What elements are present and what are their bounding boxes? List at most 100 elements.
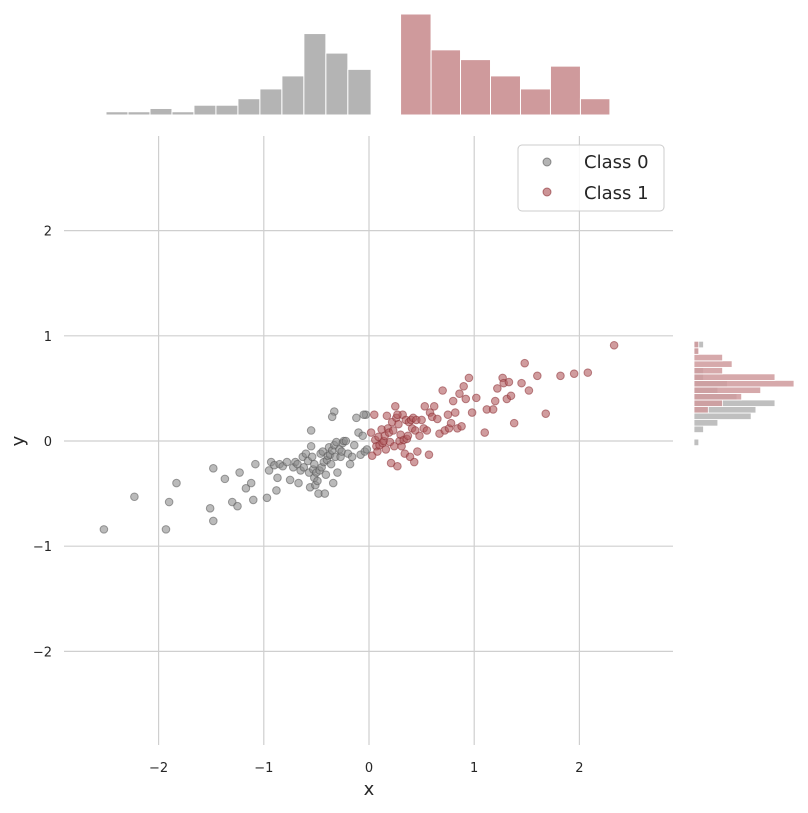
- scatter-point-class-1: [520, 358, 529, 368]
- scatter-point-class-0: [164, 497, 174, 507]
- scatter-points: [99, 340, 619, 534]
- scatter-point-class-1: [409, 457, 419, 467]
- scatter-point-class-0: [328, 478, 338, 488]
- scatter-point-class-1: [455, 389, 464, 398]
- right-hist-bar: [693, 380, 795, 388]
- scatter-point-class-1: [493, 384, 502, 393]
- scatter-point-class-0: [220, 474, 230, 484]
- legend-label-class-1: Class 1: [584, 183, 649, 204]
- scatter-point-class-1: [369, 410, 379, 420]
- top-hist-bar: [303, 33, 327, 116]
- right-hist-bar: [693, 353, 723, 362]
- scatter-point-class-1: [524, 386, 534, 395]
- legend-label-class-0: Class 0: [584, 152, 649, 173]
- scatter-point-class-0: [309, 459, 319, 469]
- scatter-point-class-1: [415, 431, 424, 441]
- scatter-point-class-0: [341, 436, 351, 446]
- right-hist-bar: [693, 406, 709, 414]
- scatter-point-class-0: [273, 473, 282, 483]
- top-hist-bar: [237, 98, 261, 116]
- top-hist-bar: [281, 75, 305, 116]
- scatter-point-class-1: [533, 371, 542, 381]
- scatter-point-class-0: [347, 452, 357, 462]
- scatter-point-class-0: [306, 426, 316, 435]
- scatter-point-class-0: [285, 475, 295, 485]
- scatter-point-class-0: [99, 525, 109, 534]
- right-hist-bar: [693, 419, 719, 427]
- scatter-point-class-1: [393, 461, 402, 471]
- scatter-point-class-1: [429, 401, 439, 411]
- scatter-point-class-1: [504, 377, 514, 387]
- right-hist-bar: [693, 412, 752, 420]
- legend-box: [517, 144, 665, 212]
- scatter-point-class-0: [209, 516, 218, 526]
- scatter-point-class-0: [272, 486, 281, 495]
- grid-lines: [64, 136, 673, 745]
- top-hist-bar: [325, 52, 349, 116]
- scatter-point-class-0: [321, 470, 331, 479]
- y-tick-label: −1: [33, 540, 52, 555]
- scatter-point-class-1: [464, 373, 474, 383]
- scatter-point-class-0: [209, 464, 218, 473]
- scatter-point-class-1: [391, 401, 400, 411]
- right-hist-bar: [693, 360, 733, 368]
- scatter-point-class-1: [388, 426, 398, 435]
- y-tick-label: 0: [44, 435, 52, 450]
- scatter-point-class-1: [381, 445, 391, 454]
- top-hist-bar: [549, 65, 581, 116]
- x-tick-label: −1: [254, 761, 273, 776]
- scatter-point-class-1: [609, 340, 619, 350]
- scatter-point-class-1: [467, 408, 477, 417]
- legend-marker-class-1: [542, 187, 552, 197]
- scatter-point-class-1: [450, 408, 460, 417]
- y-axis-label: y: [8, 435, 29, 446]
- right-hist-bar: [693, 425, 704, 433]
- scatter-point-class-0: [306, 441, 316, 451]
- scatter-point-class-1: [420, 401, 430, 411]
- right-hist-bar: [693, 347, 700, 355]
- top-hist-bar: [579, 98, 611, 116]
- top-hist-bar: [215, 104, 239, 116]
- scatter-point-class-1: [443, 410, 453, 420]
- scatter-point-class-0: [130, 492, 139, 502]
- right-hist-bar: [693, 386, 762, 394]
- x-tick-label: 0: [365, 761, 373, 776]
- top-marginal-histogram: [105, 13, 611, 116]
- scatter-point-class-0: [294, 478, 303, 488]
- scatter-point-class-1: [488, 405, 498, 414]
- scatter-point-class-1: [517, 378, 526, 388]
- scatter-point-class-1: [461, 394, 471, 404]
- top-hist-bar: [400, 13, 432, 116]
- scatter-point-class-1: [433, 414, 442, 424]
- scatter-point-class-1: [480, 428, 490, 437]
- scatter-point-class-1: [422, 426, 432, 435]
- right-hist-bar: [693, 340, 700, 349]
- legend-marker-class-0: [542, 157, 552, 167]
- scatter-point-class-0: [320, 489, 330, 498]
- scatter-point-class-0: [248, 495, 258, 505]
- scatter-point-class-0: [282, 457, 292, 467]
- scatter-point-class-0: [358, 431, 367, 441]
- scatter-point-class-0: [362, 445, 372, 454]
- top-hist-bar: [105, 111, 129, 116]
- right-hist-bar: [693, 438, 700, 447]
- top-hist-bar: [149, 107, 173, 116]
- scatter-point-class-0: [251, 459, 260, 469]
- top-hist-bar: [430, 49, 462, 116]
- right-marginal-histogram: [693, 340, 795, 447]
- scatter-point-class-1: [506, 391, 516, 401]
- scatter-point-class-0: [241, 484, 251, 493]
- scatter-point-class-0: [352, 413, 361, 423]
- y-tick-label: −2: [33, 645, 52, 660]
- scatter-point-class-1: [394, 419, 403, 429]
- y-tick-label: 2: [44, 225, 52, 240]
- scatter-point-class-1: [446, 418, 456, 428]
- scatter-point-class-1: [457, 421, 466, 431]
- scatter-point-class-1: [417, 415, 426, 425]
- top-hist-bar: [259, 88, 283, 116]
- scatter-point-class-0: [345, 459, 355, 469]
- top-hist-bar: [127, 111, 151, 116]
- scatter-point-class-0: [172, 478, 181, 488]
